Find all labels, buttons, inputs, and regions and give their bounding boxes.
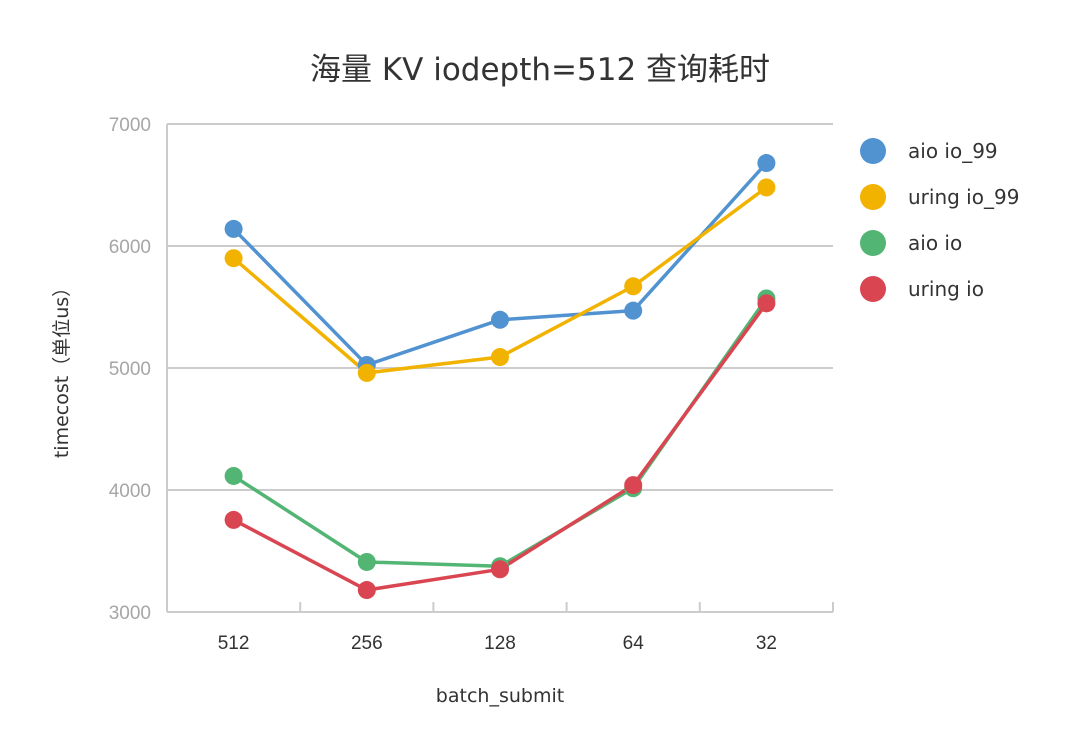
legend-swatch-icon [860, 184, 886, 210]
data-point-marker[interactable] [757, 154, 776, 173]
y-tick-label: 3000 [109, 603, 151, 624]
y-tick-label: 7000 [109, 115, 151, 136]
legend-swatch-icon [860, 276, 886, 302]
data-point-marker[interactable] [491, 560, 509, 579]
x-axis-title: batch_submit [436, 685, 564, 707]
data-point-marker[interactable] [357, 363, 376, 382]
series-layer [224, 154, 776, 600]
x-tick-label: 512 [218, 633, 250, 654]
data-point-marker[interactable] [224, 249, 243, 268]
chart-title: 海量 KV iodepth=512 查询耗时 [309, 52, 771, 88]
y-tick-label: 4000 [109, 481, 151, 502]
data-point-marker[interactable] [491, 310, 509, 329]
data-point-marker[interactable] [224, 510, 243, 529]
series-line [232, 161, 768, 367]
axes: 7000 6000 5000 4000 3000 512 256 128 64 32 [109, 115, 834, 654]
legend-item-uring-io99[interactable]: uring io_99 [860, 174, 1019, 220]
data-point-marker[interactable] [757, 294, 776, 313]
series-line [232, 186, 768, 375]
legend-item-aio-io99[interactable]: aio io_99 [860, 128, 1019, 174]
y-tick-label: 6000 [109, 237, 151, 258]
data-point-marker[interactable] [224, 466, 243, 485]
legend-item-uring-io[interactable]: uring io [860, 266, 1019, 312]
y-tick-label: 5000 [109, 359, 151, 380]
x-tick-label: 32 [756, 633, 777, 654]
x-tick-label: 64 [623, 633, 645, 654]
y-axis-title: timecost（单位us） [51, 278, 73, 458]
legend-label: uring io [908, 277, 984, 301]
data-point-marker[interactable] [624, 277, 643, 296]
data-point-marker[interactable] [357, 552, 376, 571]
legend: aio io_99 uring io_99 aio io uring io [860, 128, 1019, 312]
legend-label: aio io [908, 231, 963, 255]
data-point-marker[interactable] [491, 348, 509, 367]
data-point-marker[interactable] [357, 581, 376, 600]
legend-label: uring io_99 [908, 185, 1020, 209]
gridlines [167, 123, 833, 613]
legend-label: aio io_99 [908, 139, 998, 163]
data-point-marker[interactable] [757, 178, 776, 197]
data-point-marker[interactable] [624, 301, 643, 320]
x-tick-label: 128 [484, 633, 516, 654]
x-tick-label: 256 [351, 633, 383, 654]
data-point-marker[interactable] [624, 476, 643, 495]
legend-swatch-icon [860, 138, 886, 164]
series-line [232, 297, 768, 568]
series-line [232, 302, 768, 592]
data-point-marker[interactable] [224, 219, 243, 238]
legend-item-aio-io[interactable]: aio io [860, 220, 1019, 266]
legend-swatch-icon [860, 230, 886, 256]
